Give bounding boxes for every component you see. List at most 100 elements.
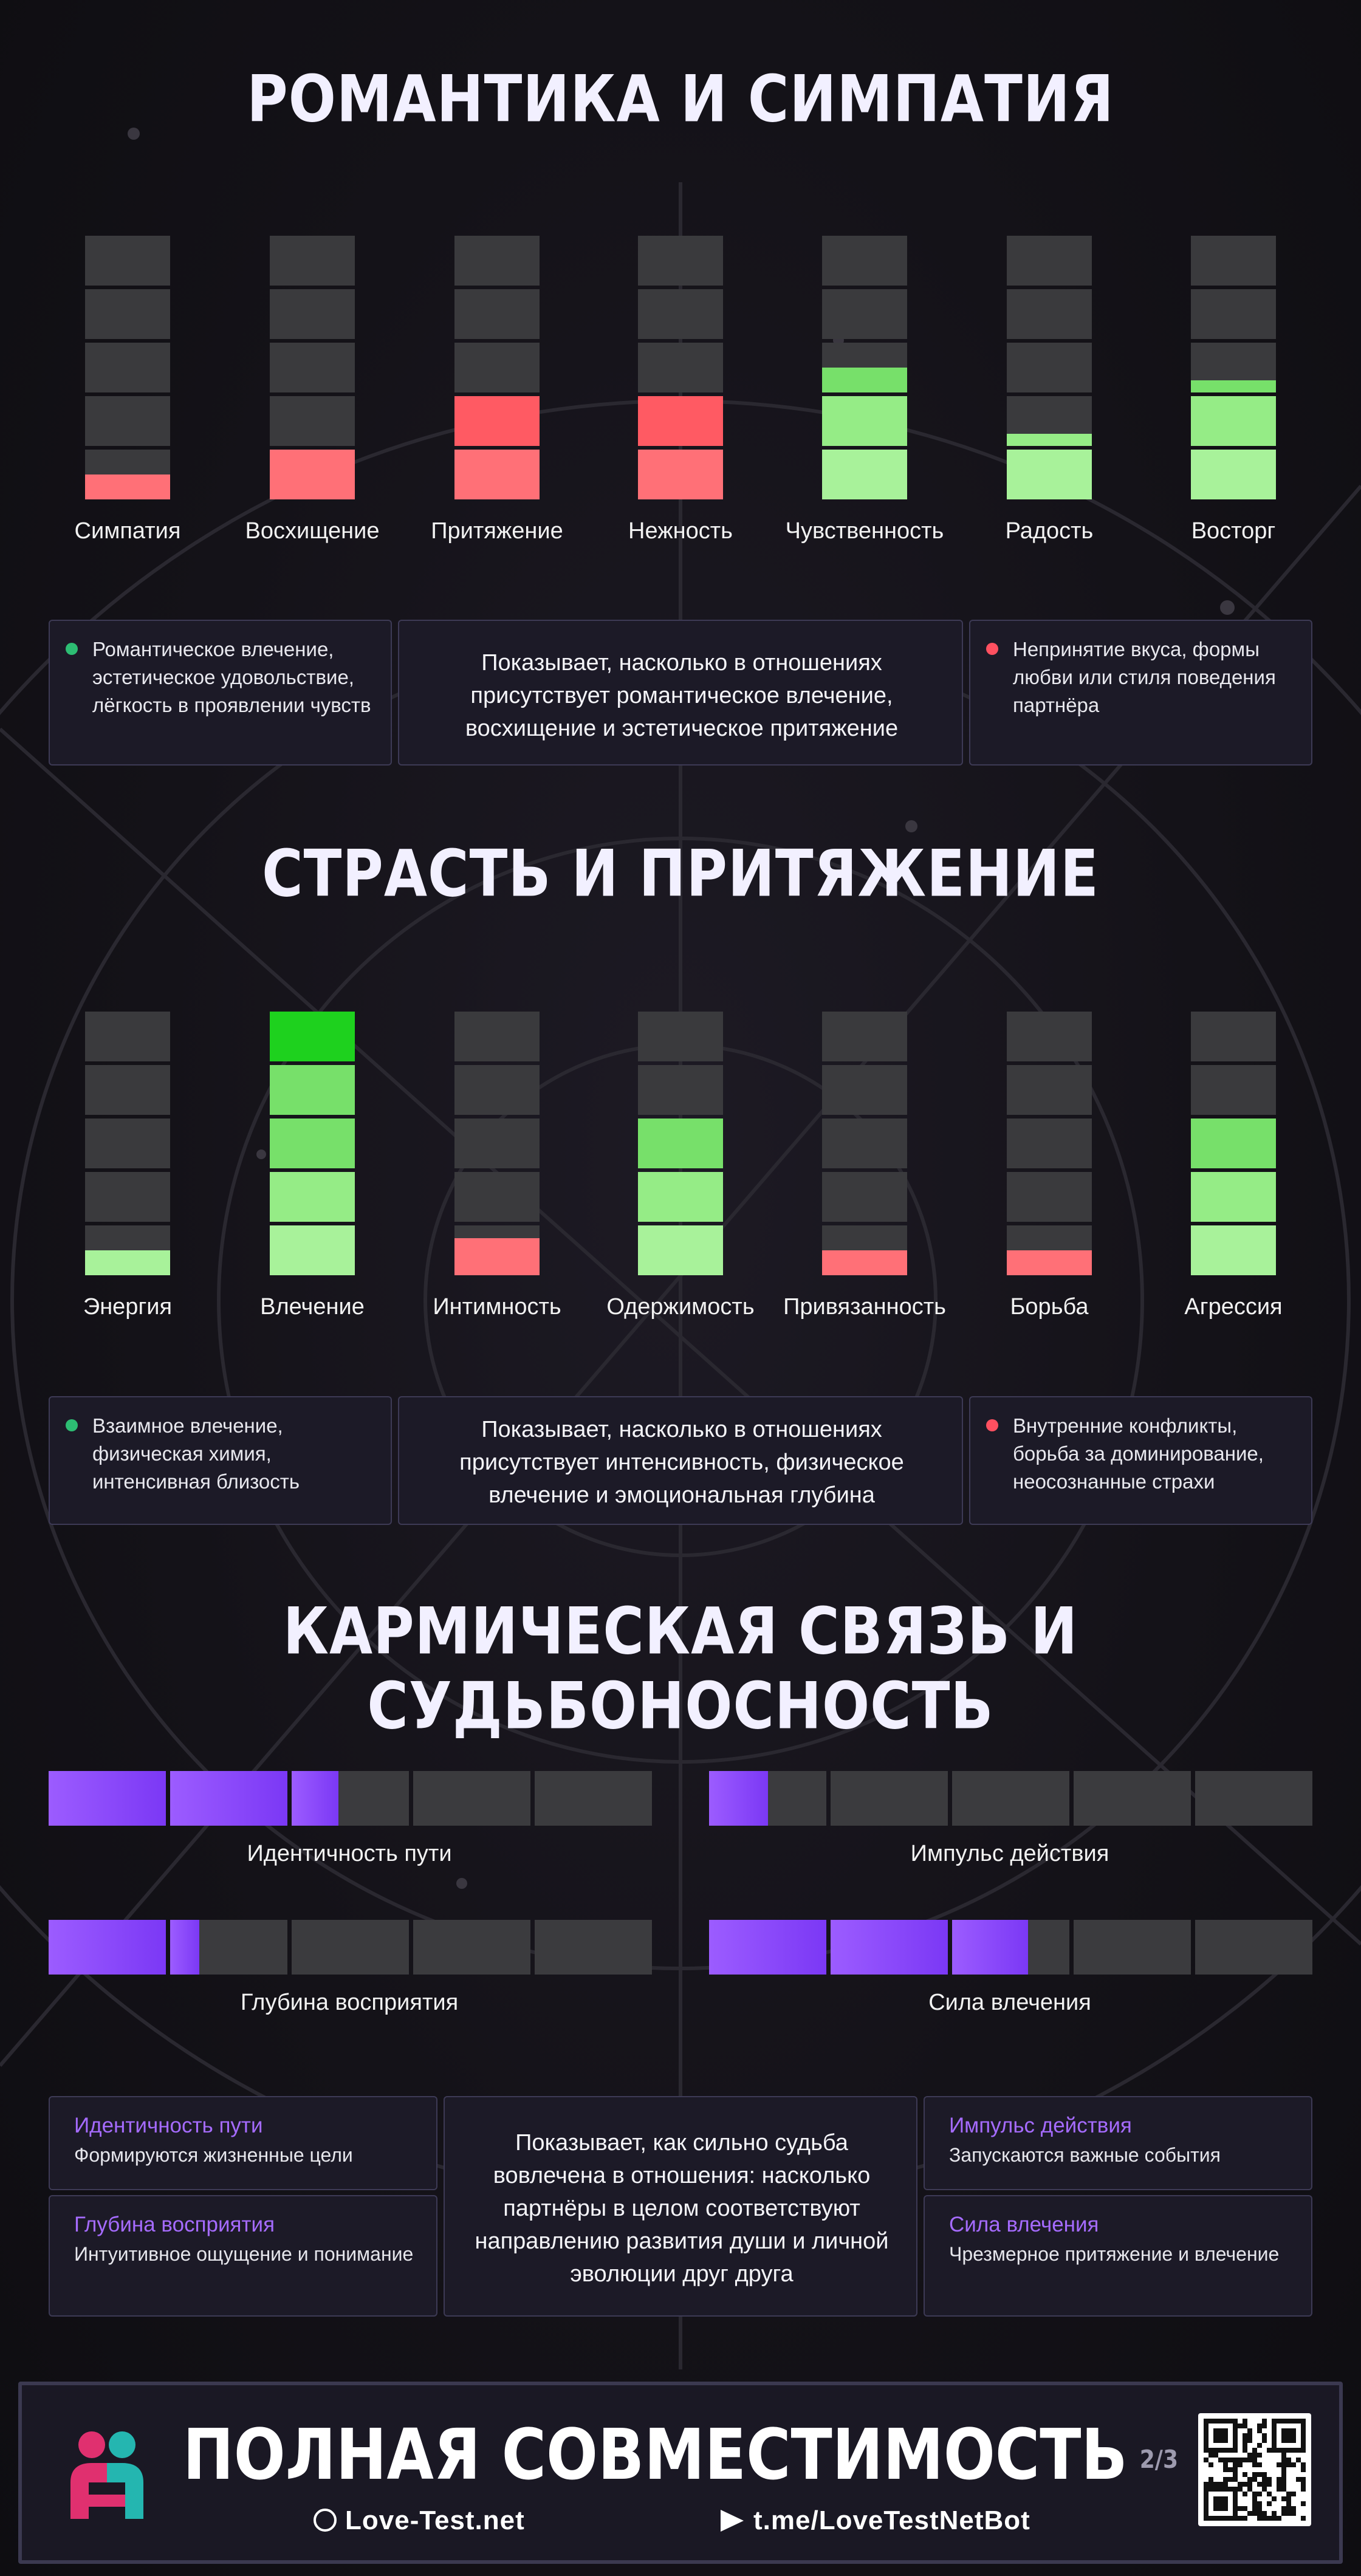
qr-module xyxy=(1296,2419,1301,2424)
bar-segment xyxy=(413,1920,530,1975)
qr-module xyxy=(1238,2487,1243,2492)
karmic-card-desc: Чрезмерное притяжение и влечение xyxy=(949,2243,1280,2265)
romance-title: РОМАНТИКА И СИМПАТИЯ xyxy=(247,61,1114,137)
bar-fill xyxy=(822,450,907,499)
bar-segment xyxy=(413,1771,530,1826)
qr-module xyxy=(1208,2462,1213,2467)
bar-segment xyxy=(709,1771,826,1826)
qr-module xyxy=(1218,2496,1223,2501)
qr-code-icon[interactable] xyxy=(1198,2413,1311,2526)
karmic-bar-label: Импульс действия xyxy=(910,1841,1109,1866)
qr-module xyxy=(1286,2496,1291,2501)
qr-module xyxy=(1252,2511,1257,2516)
qr-module xyxy=(1243,2458,1247,2462)
qr-module xyxy=(1267,2492,1272,2496)
level-bar xyxy=(454,236,540,499)
qr-module xyxy=(1223,2477,1228,2482)
level-bar xyxy=(822,1012,907,1275)
qr-module xyxy=(1301,2438,1306,2443)
qr-module xyxy=(1243,2433,1247,2438)
qr-module xyxy=(1247,2438,1252,2443)
qr-module xyxy=(1233,2516,1238,2521)
qr-module xyxy=(1262,2438,1267,2443)
telegram-bot-link[interactable]: t.me/LoveTestNetBot xyxy=(721,2506,1030,2536)
qr-module xyxy=(1257,2482,1262,2487)
bar-segment xyxy=(638,1012,723,1061)
qr-module xyxy=(1267,2501,1272,2506)
qr-module xyxy=(1233,2501,1238,2506)
qr-module xyxy=(1277,2516,1281,2521)
qr-module xyxy=(1233,2462,1238,2467)
level-bar xyxy=(270,1012,355,1275)
bar-segment xyxy=(831,1920,948,1975)
qr-module xyxy=(1223,2419,1228,2424)
qr-module xyxy=(1228,2458,1233,2462)
bar-fill xyxy=(638,1118,723,1168)
bar-segment xyxy=(270,1172,355,1222)
bar-segment xyxy=(822,1172,907,1222)
bar-label: Притяжение xyxy=(431,518,563,544)
bar-segment xyxy=(1191,450,1276,499)
bar-segment xyxy=(1074,1771,1191,1826)
qr-module xyxy=(1301,2516,1306,2521)
qr-module xyxy=(1238,2462,1243,2467)
bar-segment xyxy=(1191,1225,1276,1275)
qr-module xyxy=(1257,2511,1262,2516)
bar-segment xyxy=(270,1225,355,1275)
bar-fill xyxy=(638,1225,723,1275)
qr-module xyxy=(1272,2433,1277,2438)
bar-segment xyxy=(85,1065,170,1115)
bar-fill xyxy=(822,396,907,446)
bar-fill xyxy=(1191,396,1276,446)
bar-label: Влечение xyxy=(260,1294,365,1320)
bar-segment xyxy=(1191,1065,1276,1115)
qr-module xyxy=(1301,2424,1306,2428)
karmic-center-card: Показывает, как сильно судьба вовлечена … xyxy=(444,2096,917,2317)
bar-fill xyxy=(454,450,540,499)
negative-dot xyxy=(986,643,998,655)
bar-segment xyxy=(270,396,355,446)
qr-module xyxy=(1223,2487,1228,2492)
bar-segment xyxy=(85,343,170,392)
bar-segment xyxy=(535,1920,652,1975)
qr-module xyxy=(1238,2482,1243,2487)
bar-segment xyxy=(1007,236,1092,286)
footer-title: ПОЛНАЯ СОВМЕСТИМОСТЬ 2/3 xyxy=(22,2414,1339,2496)
bar-fill xyxy=(270,1225,355,1275)
qr-module xyxy=(1213,2428,1218,2433)
qr-module xyxy=(1243,2438,1247,2443)
qr-module xyxy=(1277,2419,1281,2424)
qr-module xyxy=(1204,2496,1208,2501)
qr-module xyxy=(1243,2424,1247,2428)
bar-segment xyxy=(1195,1920,1312,1975)
qr-module xyxy=(1213,2496,1218,2501)
site-link[interactable]: Love-Test.net xyxy=(314,2506,525,2536)
qr-module xyxy=(1204,2516,1208,2521)
qr-module xyxy=(1204,2443,1208,2448)
qr-module xyxy=(1281,2433,1286,2438)
qr-module xyxy=(1291,2448,1296,2453)
bar-fill xyxy=(49,1771,166,1826)
qr-module xyxy=(1204,2501,1208,2506)
qr-module xyxy=(1301,2482,1306,2487)
karmic-title: КАРМИЧЕСКАЯ СВЯЗЬ И СУДЬБОНОСНОСТЬ xyxy=(283,1594,1078,1744)
positive-dot xyxy=(66,1419,78,1431)
qr-module xyxy=(1252,2501,1257,2506)
bar-fill xyxy=(170,1771,287,1826)
qr-module xyxy=(1223,2462,1228,2467)
qr-module xyxy=(1257,2501,1262,2506)
qr-module xyxy=(1228,2419,1233,2424)
romance-center-text: Показывает, насколько в отношениях прису… xyxy=(465,650,899,741)
qr-module xyxy=(1208,2482,1213,2487)
qr-module xyxy=(1272,2511,1277,2516)
qr-module xyxy=(1223,2458,1228,2462)
bar-label: Восхищение xyxy=(245,518,380,544)
qr-module xyxy=(1301,2419,1306,2424)
bar-segment xyxy=(1074,1920,1191,1975)
qr-module xyxy=(1208,2487,1213,2492)
bar-segment xyxy=(270,1012,355,1061)
qr-module xyxy=(1262,2433,1267,2438)
bar-label: Интимность xyxy=(433,1294,561,1320)
qr-module xyxy=(1233,2496,1238,2501)
bar-fill xyxy=(270,1172,355,1222)
